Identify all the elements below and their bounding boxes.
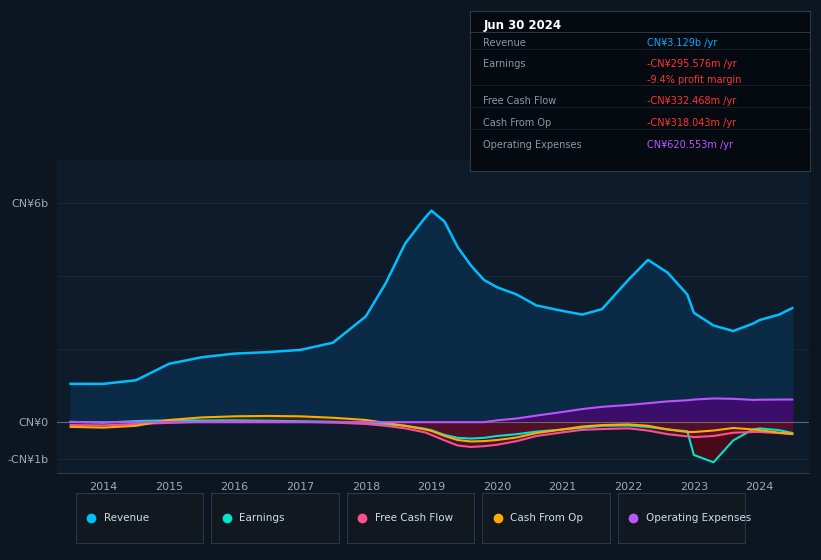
Text: Revenue: Revenue xyxy=(484,38,526,48)
Text: CN¥620.553m /yr: CN¥620.553m /yr xyxy=(647,141,733,151)
Text: -CN¥295.576m /yr: -CN¥295.576m /yr xyxy=(647,59,736,69)
Text: Operating Expenses: Operating Expenses xyxy=(646,513,751,523)
Text: -9.4% profit margin: -9.4% profit margin xyxy=(647,75,741,85)
Text: Free Cash Flow: Free Cash Flow xyxy=(484,96,557,106)
Text: Earnings: Earnings xyxy=(484,59,525,69)
Text: Free Cash Flow: Free Cash Flow xyxy=(375,513,453,523)
Text: Revenue: Revenue xyxy=(104,513,149,523)
Text: Cash From Op: Cash From Op xyxy=(511,513,584,523)
Text: Earnings: Earnings xyxy=(240,513,285,523)
Text: Cash From Op: Cash From Op xyxy=(484,118,552,128)
Text: -CN¥318.043m /yr: -CN¥318.043m /yr xyxy=(647,118,736,128)
Text: CN¥3.129b /yr: CN¥3.129b /yr xyxy=(647,38,717,48)
Text: -CN¥332.468m /yr: -CN¥332.468m /yr xyxy=(647,96,736,106)
Text: Operating Expenses: Operating Expenses xyxy=(484,141,582,151)
Text: Jun 30 2024: Jun 30 2024 xyxy=(484,19,562,32)
